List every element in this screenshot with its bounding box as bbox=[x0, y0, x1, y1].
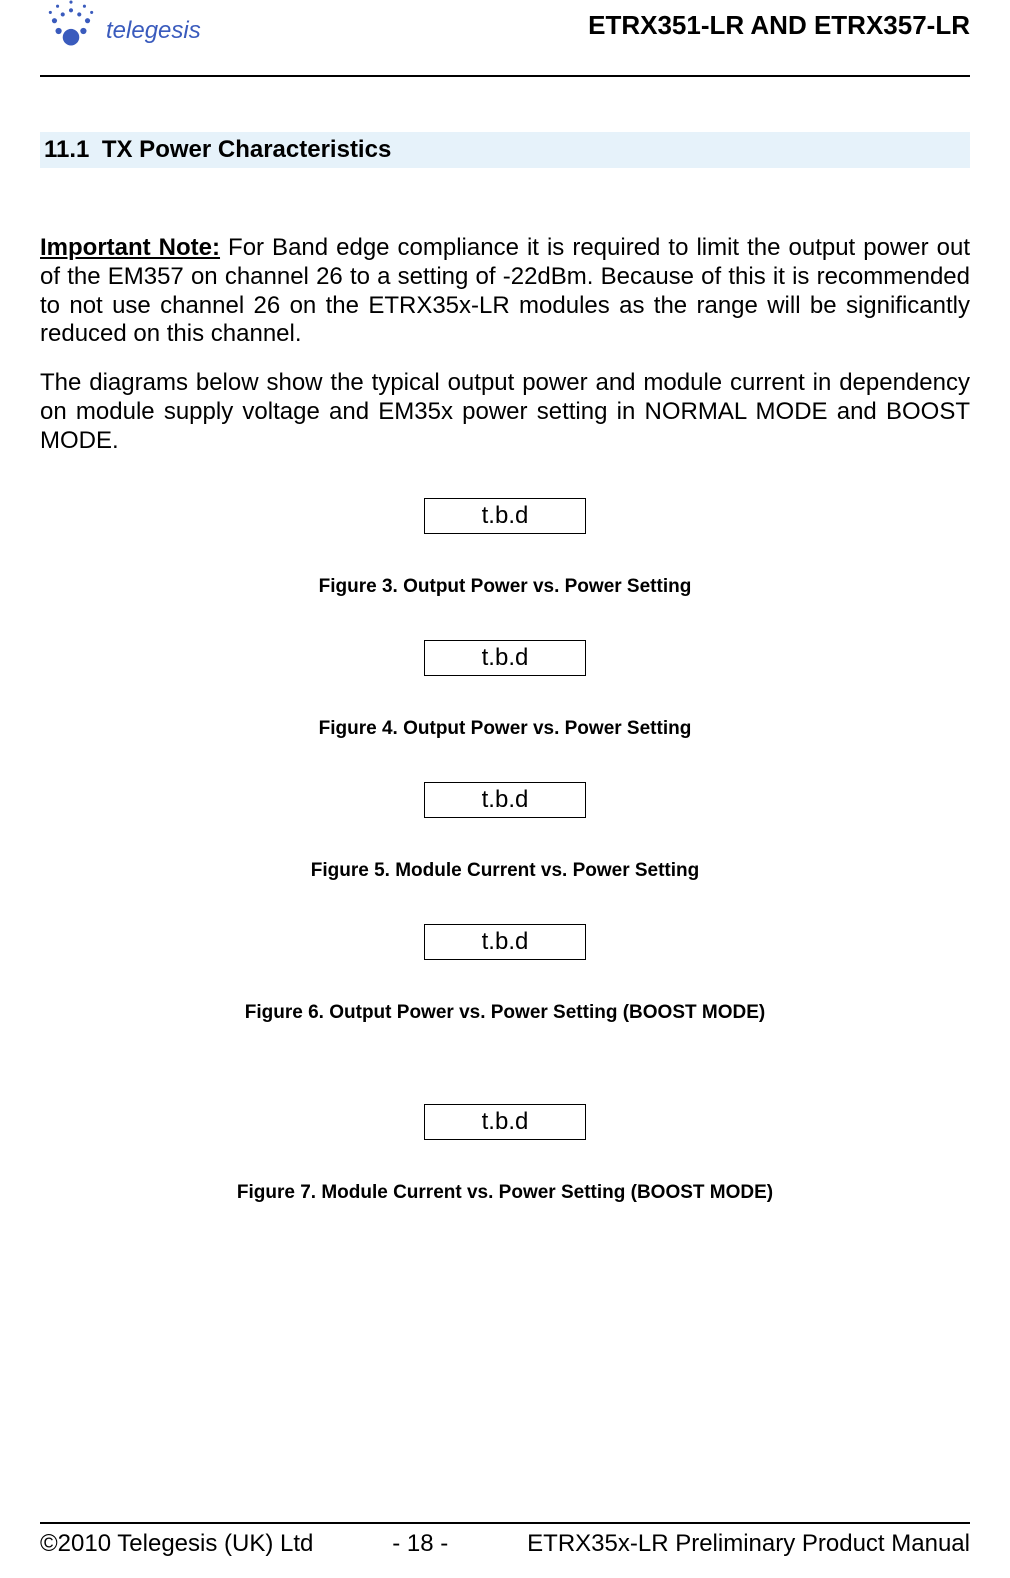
figure-7-caption: Figure 7. Module Current vs. Power Setti… bbox=[40, 1182, 970, 1204]
figure-4-caption: Figure 4. Output Power vs. Power Setting bbox=[40, 718, 970, 740]
logo: telegesis bbox=[40, 0, 201, 62]
figure-4-placeholder: t.b.d bbox=[424, 640, 586, 676]
section-title: TX Power Characteristics bbox=[102, 136, 391, 163]
document-title: ETRX351-LR AND ETRX357-LR bbox=[588, 10, 970, 41]
telegesis-logo-icon bbox=[40, 0, 102, 62]
section-heading-bar: 11.1 TX Power Characteristics bbox=[40, 132, 970, 168]
figure-6-placeholder: t.b.d bbox=[424, 924, 586, 960]
figure-3-caption: Figure 3. Output Power vs. Power Setting bbox=[40, 576, 970, 598]
figure-3-placeholder: t.b.d bbox=[424, 498, 586, 534]
figure-5-group: t.b.d Figure 5. Module Current vs. Power… bbox=[40, 782, 970, 882]
page-header: telegesis ETRX351-LR AND ETRX357-LR bbox=[40, 0, 970, 77]
figure-5-caption: Figure 5. Module Current vs. Power Setti… bbox=[40, 860, 970, 882]
figure-6-group: t.b.d Figure 6. Output Power vs. Power S… bbox=[40, 924, 970, 1024]
figure-7-placeholder: t.b.d bbox=[424, 1104, 586, 1140]
section-number: 11.1 bbox=[44, 136, 89, 163]
page-footer: ©2010 Telegesis (UK) Ltd - 18 - ETRX35x-… bbox=[40, 1522, 970, 1558]
footer-page-number: - 18 - bbox=[392, 1530, 448, 1558]
figure-4-group: t.b.d Figure 4. Output Power vs. Power S… bbox=[40, 640, 970, 740]
figure-5-placeholder: t.b.d bbox=[424, 782, 586, 818]
important-note-label: Important Note: bbox=[40, 234, 220, 261]
figure-3-group: t.b.d Figure 3. Output Power vs. Power S… bbox=[40, 498, 970, 598]
figure-7-group: t.b.d Figure 7. Module Current vs. Power… bbox=[40, 1104, 970, 1204]
figure-6-caption: Figure 6. Output Power vs. Power Setting… bbox=[40, 1002, 970, 1024]
footer-doc-name: ETRX35x-LR Preliminary Product Manual bbox=[527, 1530, 970, 1558]
intro-paragraph: The diagrams below show the typical outp… bbox=[40, 369, 970, 455]
important-note-paragraph: Important Note: For Band edge compliance… bbox=[40, 234, 970, 349]
logo-text: telegesis bbox=[106, 17, 201, 45]
page: telegesis ETRX351-LR AND ETRX357-LR 11.1… bbox=[0, 0, 1010, 1578]
footer-copyright: ©2010 Telegesis (UK) Ltd bbox=[40, 1530, 313, 1558]
